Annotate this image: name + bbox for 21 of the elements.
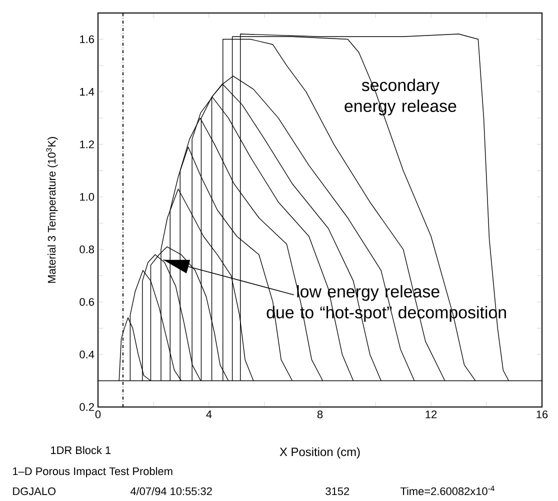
x-tick-label: 12 [426,410,437,418]
text: Time=2.60082x10$^{-4}$ [400,486,494,496]
y-axis-title: Material 3 Temperature (10$^{3}$K) [46,137,58,283]
text: 4/07/94 10:55:32 [130,487,212,496]
y-tick-label: 1.2 [80,140,94,148]
x-tick-label: 4 [206,410,212,418]
x-tick-label: 8 [317,410,323,418]
x-tick-label: 0 [95,410,101,418]
y-tick-label: 1.6 [80,35,94,44]
text: 1–D Porous Impact Test Problem [13,467,172,478]
y-tick-label: 0.2 [80,403,94,411]
x-tick-label: 16 [536,410,548,418]
text: 1DR Block 1 [51,446,111,454]
y-tick-label: 1.4 [80,88,94,96]
y-tick-label: 0.8 [80,246,94,254]
y-tick-label: 0.6 [80,298,94,306]
text: 3152 [326,487,350,496]
text: DGJALO [13,487,56,496]
x-axis-title: X Position (cm) [280,447,360,458]
y-tick-label: 1.0 [80,192,94,201]
y-tick-label: 0.4 [80,350,94,358]
